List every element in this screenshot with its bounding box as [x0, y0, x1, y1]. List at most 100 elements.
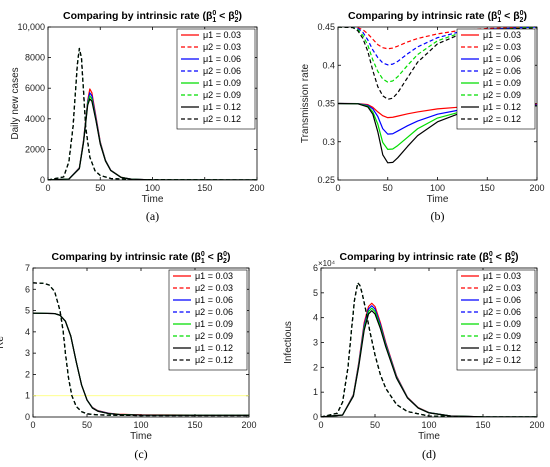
title-part: Comparing by intrinsic rate ( [340, 251, 483, 263]
y-tick-label: 7 [25, 263, 30, 273]
y-tick-label: 0.25 [317, 175, 335, 185]
legend-entry: μ1 = 0.06 [203, 54, 241, 64]
title-part: β [513, 10, 520, 22]
x-tick-label: 150 [480, 183, 495, 193]
title-part: ) [227, 251, 231, 263]
legend-entry: μ2 = 0.12 [483, 114, 521, 124]
chart-title: Comparing by intrinsic rate (β0 1 < β0 2) [52, 251, 231, 265]
legend: μ1 = 0.03 μ2 = 0.03 μ1 = 0.06 μ2 = 0.06 μ1 =… [168, 269, 248, 371]
legend-entry: μ2 = 0.06 [203, 66, 241, 76]
title-part: ) [238, 10, 242, 22]
legend-box [168, 269, 248, 371]
title-part: β [195, 251, 202, 263]
legend-entry: μ2 = 0.03 [203, 42, 241, 52]
x-tick-label: 0 [45, 183, 50, 193]
legend-entry: μ1 = 0.06 [483, 54, 521, 64]
legend: μ1 = 0.03 μ2 = 0.03 μ1 = 0.06 μ2 = 0.06 μ1 =… [176, 28, 256, 130]
y-tick-label: 2000 [25, 144, 45, 154]
x-axis-label: Time [130, 431, 152, 442]
y-axis-label: Re [0, 336, 6, 349]
y-tick-label: 0.35 [317, 99, 335, 109]
y-tick-label: 6 [313, 263, 318, 273]
series-line-6 [338, 27, 537, 83]
series-group [48, 47, 257, 180]
x-tick-label: 150 [475, 420, 490, 430]
legend-entry: μ2 = 0.03 [483, 283, 521, 293]
legend-entry: μ1 = 0.06 [483, 295, 521, 305]
y-axis-multiplier: ×10⁴ [318, 259, 336, 268]
legend-entry: μ2 = 0.09 [203, 90, 241, 100]
title-part: 0 [235, 10, 239, 17]
y-axis-label: Daily new cases [10, 67, 21, 139]
series-line-7 [338, 102, 537, 164]
y-tick-label: 5 [25, 306, 30, 316]
series-group [33, 282, 249, 417]
panel-caption: (a) [146, 209, 159, 223]
x-axis-label: Time [418, 431, 440, 442]
legend-entry: μ1 = 0.12 [195, 343, 233, 353]
legend-entry: μ1 = 0.03 [483, 30, 521, 40]
legend-box [176, 28, 256, 130]
title-part: 1 [212, 17, 216, 24]
title-part: < [501, 10, 513, 22]
title-part: Comparing by intrinsic rate ( [348, 10, 491, 22]
y-tick-label: 2 [25, 369, 30, 379]
y-tick-label: 4 [313, 313, 318, 323]
panel-caption: (d) [422, 447, 436, 461]
title-part: β [505, 251, 512, 263]
title-part: 2 [235, 17, 239, 24]
title-part: 1 [201, 258, 205, 265]
legend-entry: μ1 = 0.09 [203, 78, 241, 88]
series-line-8 [48, 47, 257, 180]
legend-entry: μ1 = 0.03 [483, 271, 521, 281]
series-line-7 [48, 98, 257, 180]
series-line-8 [338, 27, 537, 100]
title-part: < [216, 10, 228, 22]
legend: μ1 = 0.03 μ2 = 0.03 μ1 = 0.06 μ2 = 0.06 μ1 =… [456, 28, 536, 130]
y-axis-label: Infectious [283, 321, 294, 364]
series-line-8 [321, 282, 537, 417]
title-part: 0 [497, 10, 501, 17]
series-line-8 [33, 282, 249, 417]
x-axis-label: Time [427, 194, 449, 205]
x-tick-label: 0 [335, 183, 340, 193]
legend-entry: μ2 = 0.12 [483, 355, 521, 365]
x-tick-label: 200 [529, 420, 544, 430]
title-part: 2 [511, 258, 515, 265]
title-part: ) [523, 10, 527, 22]
title-part: β [228, 10, 235, 22]
legend-entry: μ2 = 0.03 [483, 42, 521, 52]
title-part: β [206, 10, 213, 22]
x-tick-label: 100 [430, 183, 445, 193]
y-tick-label: 3 [25, 348, 30, 358]
title-part: Comparing by intrinsic rate ( [52, 251, 195, 263]
y-tick-label: 0.45 [317, 22, 335, 32]
title-part: < [205, 251, 217, 263]
x-tick-label: 0 [30, 420, 35, 430]
y-tick-label: 4000 [25, 114, 45, 124]
legend-entry: μ1 = 0.06 [195, 295, 233, 305]
title-part: 1 [497, 17, 501, 24]
legend-entry: μ2 = 0.09 [483, 90, 521, 100]
legend-entry: μ1 = 0.12 [483, 343, 521, 353]
legend-entry: μ2 = 0.12 [203, 114, 241, 124]
y-tick-label: 1 [25, 391, 30, 401]
x-tick-label: 50 [383, 183, 393, 193]
x-tick-label: 200 [529, 183, 544, 193]
y-tick-label: 6000 [25, 83, 45, 93]
y-tick-label: 5 [313, 288, 318, 298]
series-group [338, 27, 537, 164]
title-part: β [483, 251, 490, 263]
title-part: ) [515, 251, 519, 263]
x-tick-label: 100 [145, 183, 160, 193]
x-tick-label: 150 [187, 420, 202, 430]
legend-entry: μ2 = 0.03 [195, 283, 233, 293]
legend-entry: μ2 = 0.12 [195, 355, 233, 365]
legend-entry: μ1 = 0.09 [483, 319, 521, 329]
legend-entry: μ1 = 0.09 [195, 319, 233, 329]
y-tick-label: 1 [313, 387, 318, 397]
title-part: 0 [489, 251, 493, 258]
